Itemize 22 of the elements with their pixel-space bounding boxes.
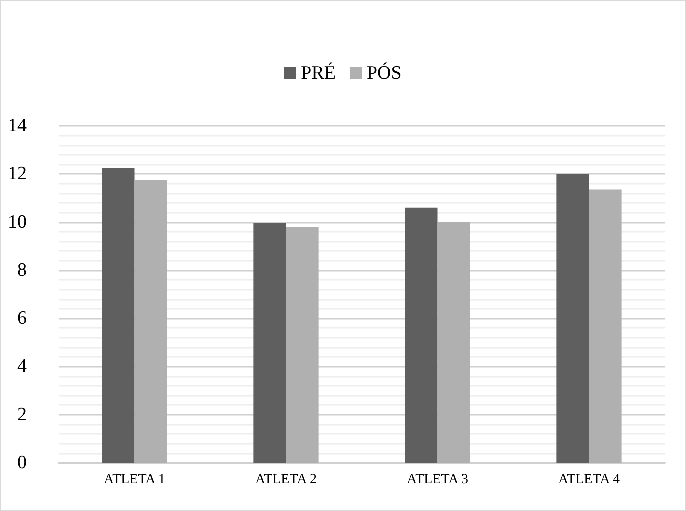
bar: [134, 180, 168, 463]
y-tick-label: 14: [8, 116, 28, 136]
bar: [102, 168, 135, 463]
x-tick-label: ATLETA 2: [256, 472, 317, 488]
y-tick-label: 6: [18, 308, 27, 330]
bar: [254, 223, 286, 463]
legend-label: PRÉ: [301, 62, 336, 84]
bar: [589, 190, 622, 463]
y-tick-label: 8: [18, 260, 27, 281]
x-tick-label: ATLETA 4: [558, 472, 620, 488]
x-tick-label: ATLETA 1: [104, 472, 166, 488]
x-tick-label: ATLETA 3: [407, 472, 468, 488]
y-tick-label: 0: [18, 452, 27, 474]
y-tick-label: 4: [18, 356, 28, 378]
bar: [438, 222, 470, 463]
legend-label: PÓS: [366, 62, 402, 84]
y-tick-label: 10: [8, 212, 27, 233]
y-tick-label: 12: [8, 164, 27, 185]
bar: [286, 227, 319, 463]
y-tick-label: 2: [18, 404, 27, 426]
bar: [405, 208, 438, 463]
bar: [556, 174, 590, 463]
